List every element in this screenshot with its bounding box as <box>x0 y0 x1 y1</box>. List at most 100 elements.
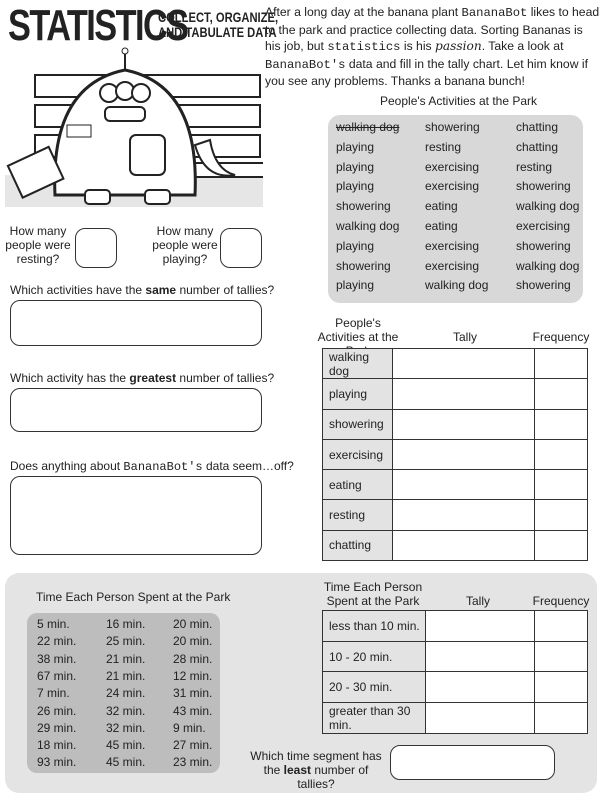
text: Which activity has the <box>10 371 130 385</box>
frequency-cell[interactable] <box>534 499 588 531</box>
activities-title: People's Activities at the Park <box>380 94 538 108</box>
tally-table-times: less than 10 min. 10 - 20 min. 20 - 30 min… <box>322 610 588 734</box>
row-label: greater than 30 min. <box>322 702 426 734</box>
time-entry: 43 min. <box>173 703 213 718</box>
activity-entry: showering <box>516 278 571 293</box>
tally-cell[interactable] <box>392 347 535 380</box>
time-entry: 45 min. <box>106 738 146 753</box>
tally-cell[interactable] <box>392 408 535 440</box>
least-tallies-answer-box[interactable] <box>390 745 555 780</box>
activity-entry: exercising <box>425 179 480 194</box>
table-row: greater than 30 min. <box>322 702 588 734</box>
time-entry: 9 min. <box>173 720 206 735</box>
activity-entry: resting <box>516 159 553 174</box>
text: number of tallies? <box>297 763 369 791</box>
activity-entry: exercising <box>516 219 571 233</box>
activity-entry: showering <box>336 199 391 214</box>
tally-cell[interactable] <box>392 378 535 410</box>
text: number of tallies? <box>176 371 275 385</box>
time-entry: 22 min. <box>37 634 77 649</box>
intro-paragraph: After a long day at the banana plant Ban… <box>265 4 600 90</box>
frequency-cell[interactable] <box>534 378 588 410</box>
tally2-header-tally: Tally <box>465 594 490 608</box>
tally-table-activities: walking dog playing showering exercising eat… <box>322 347 588 562</box>
time-entry: 7 min. <box>37 686 70 701</box>
tally-cell[interactable] <box>392 438 535 471</box>
text: statistics <box>327 40 401 54</box>
time-entry: 31 min. <box>173 686 213 701</box>
text: BananaBot's <box>123 460 203 474</box>
greatest-tallies-answer-box[interactable] <box>10 388 262 432</box>
time-entry: 29 min. <box>37 720 77 735</box>
time-entry: 32 min. <box>106 703 146 718</box>
activity-entry: exercising <box>425 159 480 174</box>
frequency-cell[interactable] <box>534 610 588 642</box>
text: BananaBot's <box>265 57 346 72</box>
tally-cell[interactable] <box>425 671 535 704</box>
frequency-cell[interactable] <box>534 671 588 704</box>
frequency-cell[interactable] <box>534 702 588 734</box>
frequency-cell[interactable] <box>534 529 588 562</box>
activity-entry: playing <box>336 139 375 154</box>
activities-list: walking dog playing playing playing showerin… <box>328 115 583 303</box>
table-row: eating <box>322 469 588 501</box>
activity-entry: exercising <box>425 258 480 273</box>
same-tallies-answer-box[interactable] <box>10 300 262 346</box>
time-entry: 21 min. <box>106 668 146 683</box>
time-entry: 32 min. <box>106 720 146 735</box>
activity-entry: eating <box>425 219 458 233</box>
row-label: showering <box>322 408 393 440</box>
table-row: 10 - 20 min. <box>322 640 588 673</box>
text: Which time segment has the <box>250 749 382 777</box>
tally-cell[interactable] <box>392 529 535 562</box>
subtitle-line: AND TABULATE DATA <box>158 24 277 40</box>
text: BananaBot <box>461 6 528 20</box>
times-title: Time Each Person Spent at the Park <box>36 590 231 604</box>
activity-entry: playing <box>336 159 375 174</box>
time-entry: 26 min. <box>37 703 77 718</box>
row-label: 20 - 30 min. <box>322 671 426 704</box>
tally-cell[interactable] <box>425 702 535 734</box>
greatest-tallies-question: Which activity has the greatest number o… <box>10 371 274 385</box>
time-entry: 38 min. <box>37 651 77 666</box>
text: After a long day at the banana plant <box>265 5 462 19</box>
time-entry: 18 min. <box>37 738 77 753</box>
frequency-cell[interactable] <box>534 347 588 380</box>
least-tallies-question: Which time segment has the least number … <box>246 749 386 791</box>
activity-entry: eating <box>425 199 458 214</box>
activity-entry: chatting <box>516 120 559 134</box>
bananabot-illustration <box>5 47 263 207</box>
data-off-answer-box[interactable] <box>10 476 262 555</box>
tally-cell[interactable] <box>392 469 535 501</box>
row-label: 10 - 20 min. <box>322 640 426 673</box>
frequency-cell[interactable] <box>534 438 588 471</box>
text: Does anything about <box>10 459 124 473</box>
frequency-cell[interactable] <box>534 408 588 440</box>
time-entry: 45 min. <box>106 755 146 770</box>
table-row: chatting <box>322 529 588 562</box>
activity-entry: playing <box>336 179 375 194</box>
time-entry: 25 min. <box>106 634 146 649</box>
activity-entry: playing <box>336 278 375 293</box>
activity-entry: walking dog <box>516 258 580 273</box>
text: Which activities have the <box>10 283 146 297</box>
text: least <box>283 763 311 777</box>
resting-answer-box[interactable] <box>75 228 117 268</box>
playing-answer-box[interactable] <box>220 228 262 268</box>
same-tallies-question: Which activities have the same number of… <box>10 283 274 297</box>
time-entry: 20 min. <box>173 634 213 649</box>
row-label: chatting <box>322 529 393 562</box>
frequency-cell[interactable] <box>534 640 588 673</box>
resting-question: How many people were resting? <box>5 224 71 266</box>
tally-cell[interactable] <box>425 640 535 673</box>
table-row: showering <box>322 408 588 440</box>
frequency-cell[interactable] <box>534 469 588 501</box>
text: likes to head to the park and practice c… <box>265 5 600 53</box>
row-label: exercising <box>322 438 393 471</box>
tally-cell[interactable] <box>392 499 535 531</box>
time-entry: 16 min. <box>106 617 146 631</box>
tally-cell[interactable] <box>425 610 535 642</box>
activity-entry: walking dog <box>425 278 489 293</box>
activity-entry: walking dog <box>516 199 580 214</box>
table-row: playing <box>322 378 588 410</box>
